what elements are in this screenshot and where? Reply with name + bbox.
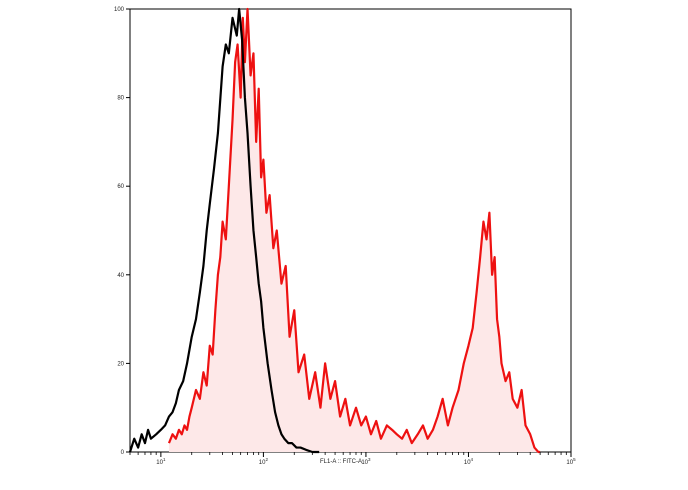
x-tick-label: 105: [566, 457, 576, 466]
y-tick-label: 100: [114, 7, 125, 13]
y-tick-label: 20: [117, 361, 124, 367]
series-layer: [128, 7, 541, 454]
x-tick-label: 103: [361, 457, 371, 466]
series-1-line: [128, 7, 320, 454]
x-tick-label: 104: [464, 457, 474, 466]
y-tick-label: 0: [121, 450, 125, 456]
y-tick-label: 80: [117, 96, 124, 102]
x-tick-label: 102: [259, 457, 269, 466]
y-tick-label: 40: [117, 273, 124, 279]
x-axis-title: FL1-A :: FITC-A: [320, 459, 362, 465]
x-tick-label: 101: [156, 457, 166, 466]
y-axis: 0 20 40 60 80 100: [114, 7, 130, 456]
series-2-line: [167, 7, 541, 454]
series-2-area: [168, 9, 541, 452]
y-tick-label: 60: [117, 184, 124, 190]
x-axis: 101 102 103 104 105: [129, 452, 576, 466]
